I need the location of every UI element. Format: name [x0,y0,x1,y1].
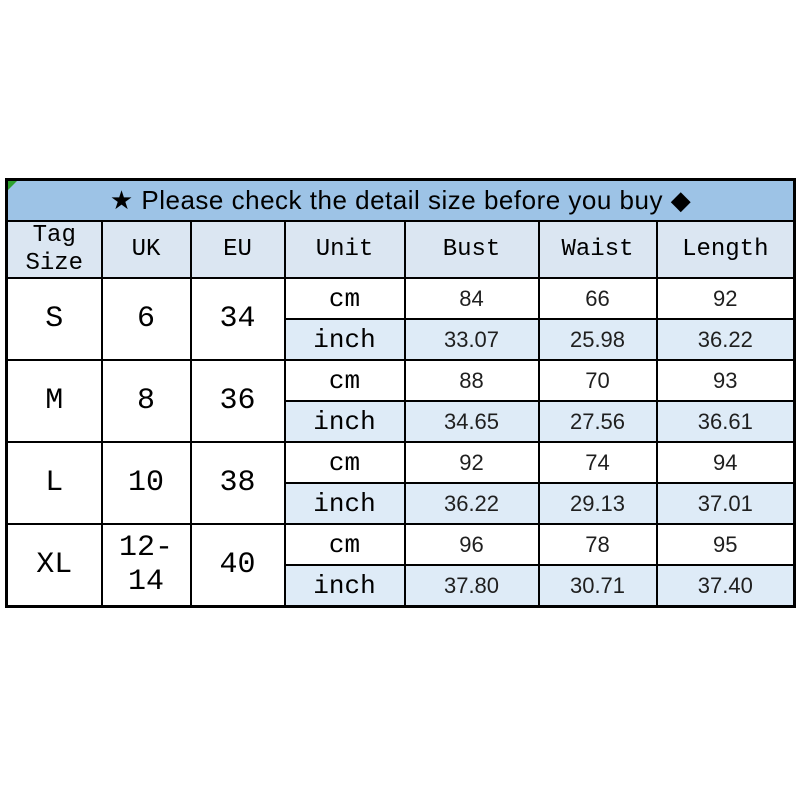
bust-inch-value: 37.80 [403,564,540,608]
table-row-m-cm: M 8 36 cm 88 70 93 [5,359,796,444]
length-cm-value: 92 [655,277,796,321]
unit-label-cm: cm [283,441,406,485]
unit-label-cm: cm [283,523,406,567]
col-header-length: Length [655,219,796,280]
table-row-m-inch: inch 34.65 27.56 36.61 [7,400,796,444]
unit-label-inch: inch [283,564,406,608]
waist-cm-value: 66 [537,277,658,321]
eu-size-value: 40 [189,523,286,608]
col-header-waist: Waist [537,219,658,280]
length-inch-value: 37.40 [655,564,796,608]
waist-inch-value: 30.71 [537,564,658,608]
uk-size-value: 6 [100,277,192,362]
length-inch-value: 36.22 [655,318,796,362]
bust-inch-value: 34.65 [403,400,540,444]
bust-cm-value: 96 [403,523,540,567]
table-row-xl-cm: XL 12-14 40 cm 96 78 95 [5,523,796,608]
length-inch-value: 37.01 [655,482,796,526]
length-cm-value: 94 [655,441,796,485]
unit-label-inch: inch [283,318,406,362]
uk-size-value: 8 [100,359,192,444]
table-row-s-inch: inch 33.07 25.98 36.22 [7,318,796,362]
unit-label-cm: cm [283,359,406,403]
waist-inch-value: 27.56 [537,400,658,444]
table-row-xl-inch: inch 37.80 30.71 37.40 [7,564,796,608]
col-header-tag-size: Tag Size [5,219,103,280]
waist-cm-value: 70 [537,359,658,403]
banner-text: ★ Please check the detail size before yo… [109,185,692,215]
bust-cm-value: 92 [403,441,540,485]
banner-row: ★ Please check the detail size before yo… [5,178,796,222]
waist-inch-value: 25.98 [537,318,658,362]
col-header-unit: Unit [283,219,406,280]
size-chart-container: ★ Please check the detail size before yo… [5,178,797,609]
col-header-bust: Bust [403,219,540,280]
table-row-s-cm: S 6 34 cm 84 66 92 [5,277,796,362]
bust-cm-value: 88 [403,359,540,403]
bust-cm-value: 84 [403,277,540,321]
eu-size-value: 38 [189,441,286,526]
uk-size-value: 12-14 [100,523,192,608]
eu-size-value: 36 [189,359,286,444]
bust-inch-value: 33.07 [403,318,540,362]
eu-size-value: 34 [189,277,286,362]
unit-label-inch: inch [283,400,406,444]
corner-flag-icon [8,181,17,190]
bust-inch-value: 36.22 [403,482,540,526]
col-header-uk: UK [100,219,192,280]
uk-size-value: 10 [100,441,192,526]
tag-size-value: L [5,441,103,526]
tag-size-value: M [5,359,103,444]
tag-size-value: S [5,277,103,362]
table-row-l-cm: L 10 38 cm 92 74 94 [5,441,796,526]
banner: ★ Please check the detail size before yo… [5,178,796,222]
length-cm-value: 93 [655,359,796,403]
unit-label-inch: inch [283,482,406,526]
col-header-eu: EU [189,219,286,280]
size-chart-table: ★ Please check the detail size before yo… [5,178,797,609]
unit-label-cm: cm [283,277,406,321]
tag-size-value: XL [5,523,103,608]
length-inch-value: 36.61 [655,400,796,444]
length-cm-value: 95 [655,523,796,567]
table-row-l-inch: inch 36.22 29.13 37.01 [7,482,796,526]
waist-cm-value: 78 [537,523,658,567]
header-row: Tag Size UK EU Unit Bust Waist Length [5,219,796,280]
waist-inch-value: 29.13 [537,482,658,526]
waist-cm-value: 74 [537,441,658,485]
